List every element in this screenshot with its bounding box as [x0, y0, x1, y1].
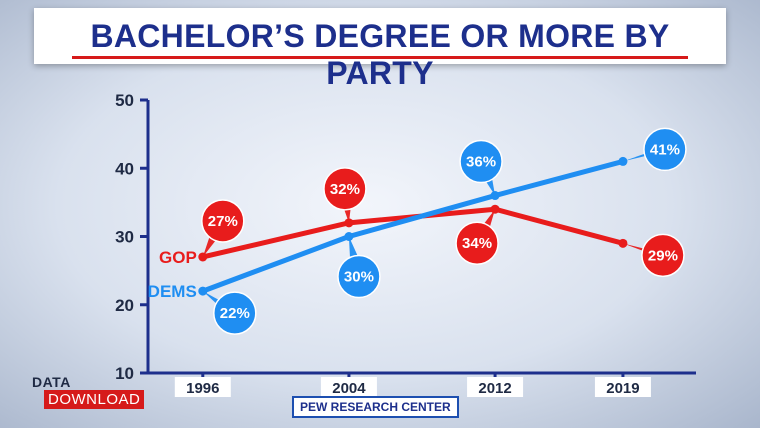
x-tick-background [320, 377, 377, 397]
y-tick-label: 50 [115, 91, 134, 110]
value-bubble [459, 139, 503, 184]
y-tick-label: 40 [115, 159, 134, 178]
value-bubble [323, 167, 367, 211]
y-tick-label: 20 [115, 296, 134, 315]
x-tick-label: 2004 [332, 380, 366, 397]
brand-top-text: DATA [32, 374, 71, 390]
title-banner: BACHELOR’S DEGREE OR MORE BY PARTY [34, 8, 726, 91]
data-download-logo: DATA DOWNLOAD [32, 374, 162, 414]
value-bubble [337, 254, 381, 299]
y-tick-label: 30 [115, 228, 134, 247]
x-tick-background [594, 377, 651, 397]
value-bubble [213, 291, 257, 335]
series-label-dems: DEMS [148, 282, 197, 301]
x-tick-background [467, 377, 524, 397]
value-label: 29% [648, 247, 678, 264]
value-label: 22% [220, 305, 250, 322]
series-label-gop: GOP [159, 248, 197, 267]
value-label: 34% [462, 235, 492, 252]
value-label: 30% [344, 269, 374, 286]
brand-bottom-text: DOWNLOAD [44, 390, 145, 409]
title-underline [72, 56, 688, 59]
y-tick-label: 10 [115, 364, 134, 383]
value-label: 27% [208, 213, 238, 230]
x-tick-label: 1996 [186, 380, 219, 397]
value-bubble [455, 221, 499, 265]
x-tick-label: 2019 [606, 380, 639, 397]
x-tick-background [174, 377, 231, 397]
value-label: 32% [330, 181, 360, 198]
value-label: 36% [466, 154, 496, 171]
series-line-dems [200, 158, 626, 294]
value-bubble [641, 233, 685, 278]
value-bubble [643, 127, 687, 172]
value-bubble [201, 199, 245, 243]
source-label: PEW RESEARCH CENTER [292, 396, 459, 418]
x-tick-label: 2012 [478, 380, 511, 397]
chart-title: BACHELOR’S DEGREE OR MORE BY PARTY [90, 18, 670, 91]
value-label: 41% [650, 141, 680, 158]
